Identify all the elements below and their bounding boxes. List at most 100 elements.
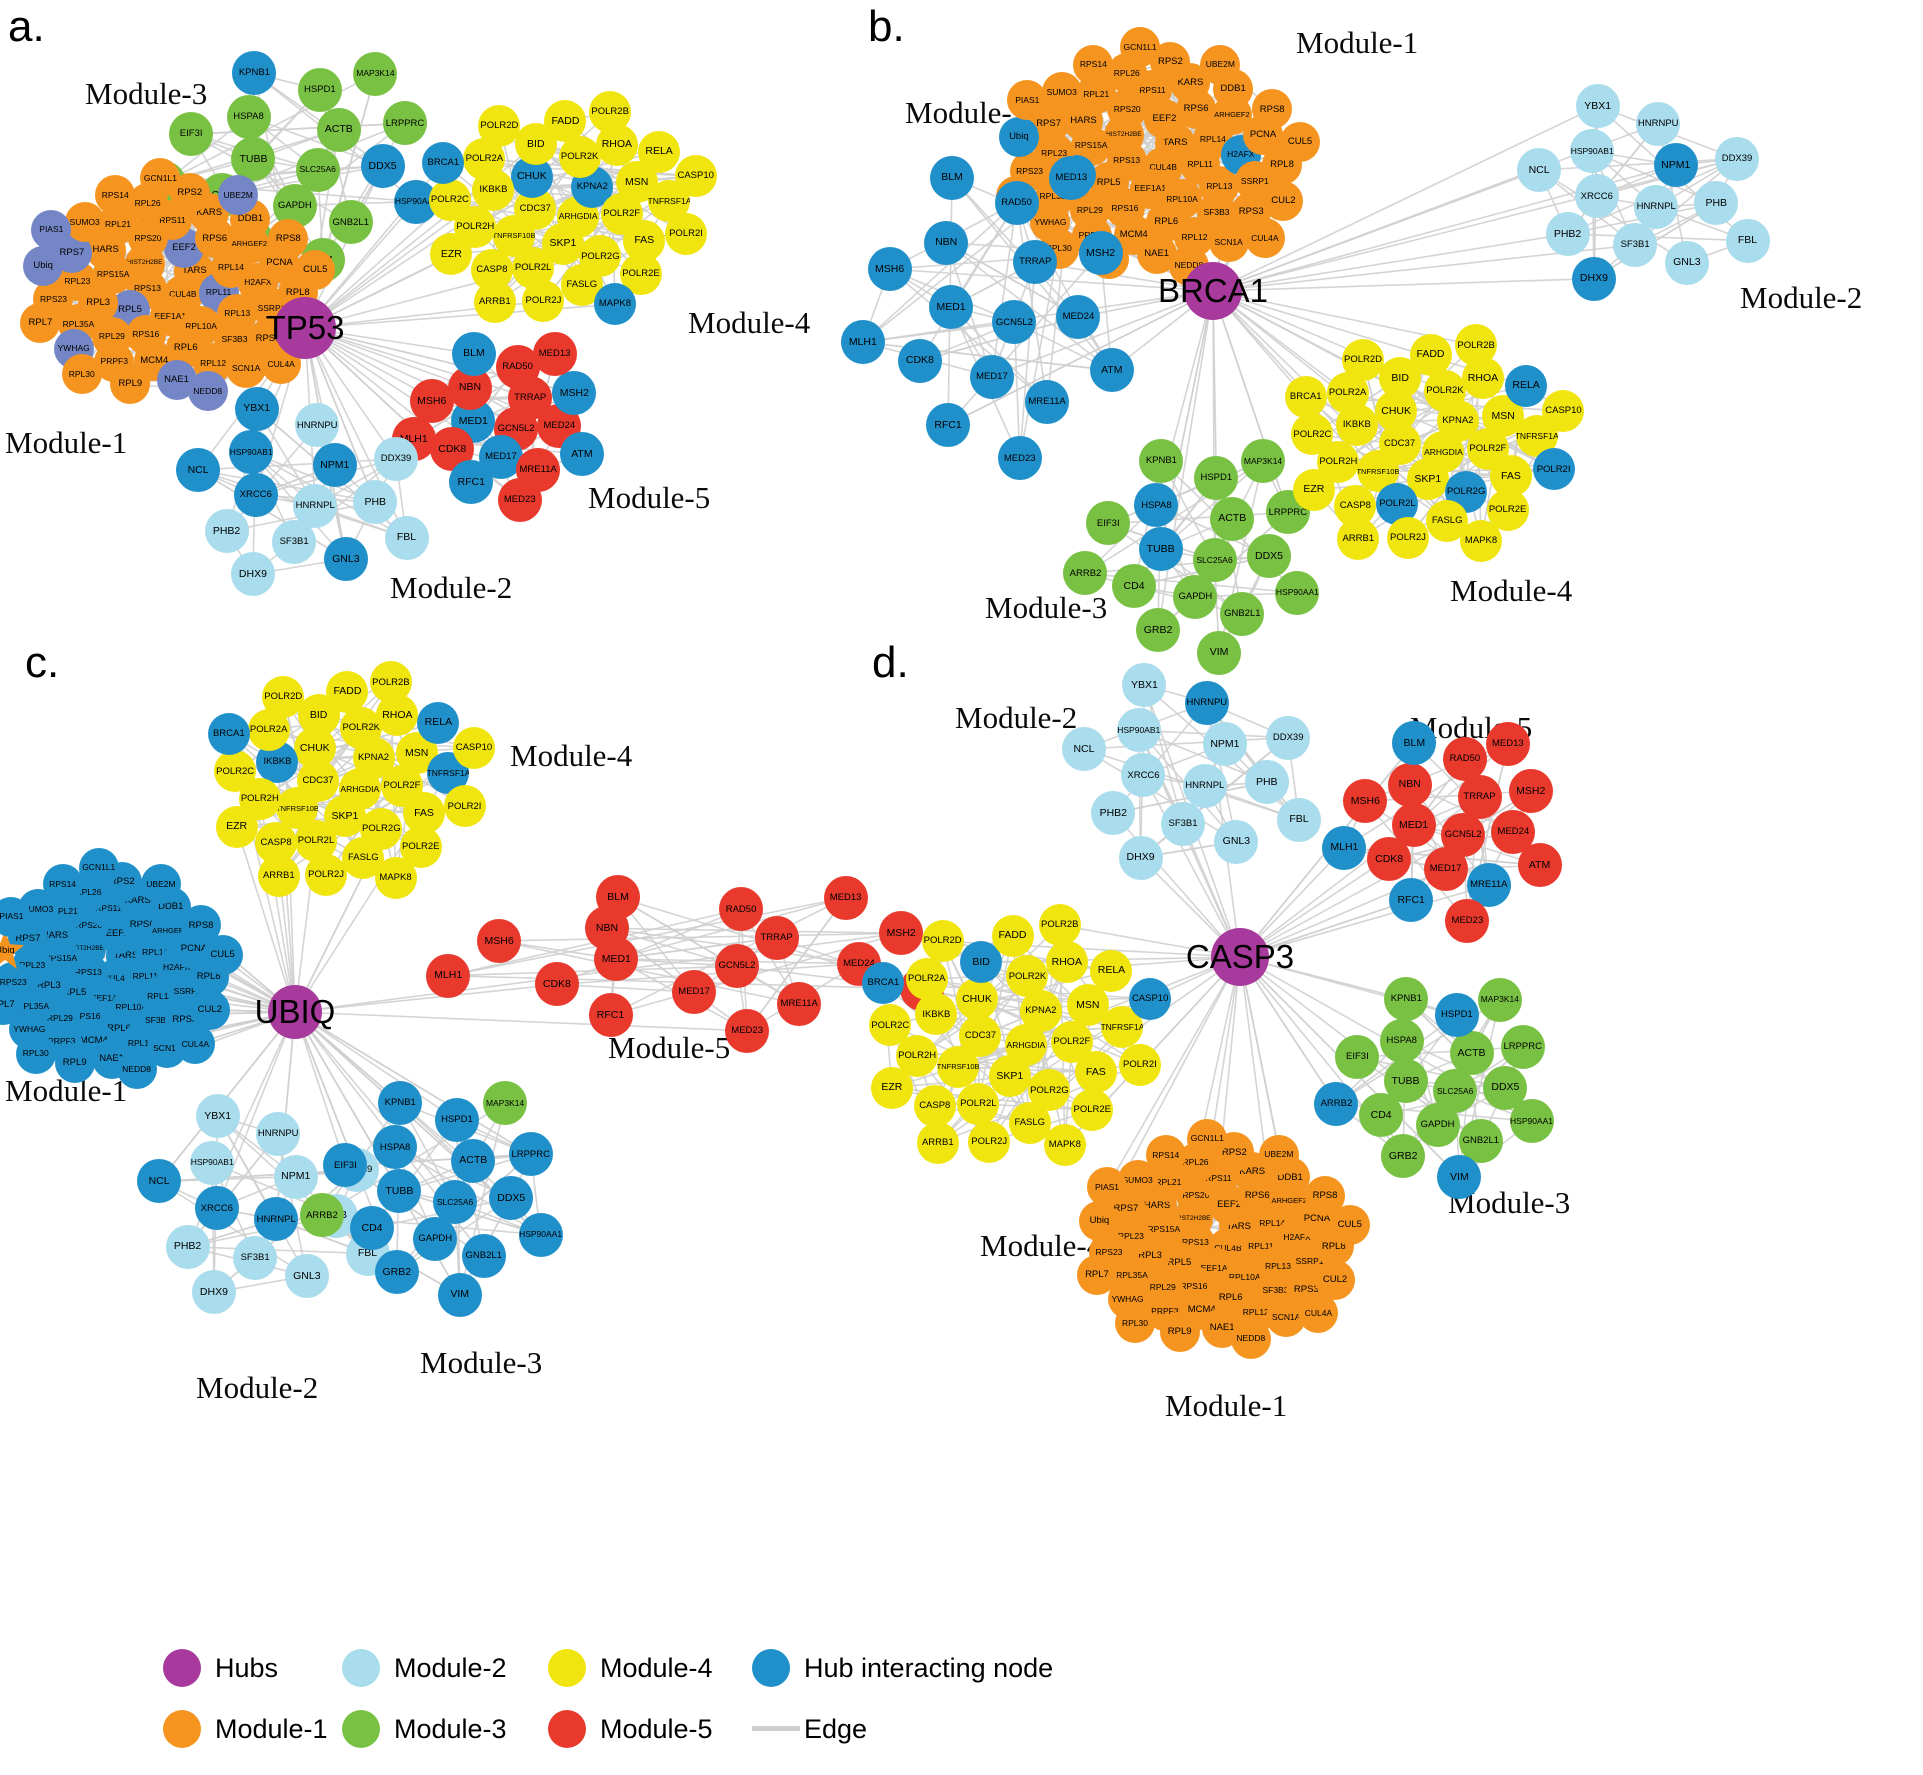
node-EIF3I[interactable]: EIF3I (323, 1143, 368, 1188)
node-CUL2[interactable]: CUL2 (1263, 181, 1304, 222)
node-VIM[interactable]: VIM (1437, 1155, 1482, 1200)
node-CASP10[interactable]: CASP10 (452, 726, 495, 769)
node-EZR[interactable]: EZR (215, 805, 258, 848)
node-ARRB2[interactable]: ARRB2 (1314, 1081, 1359, 1126)
node-MED17[interactable]: MED17 (1423, 847, 1468, 892)
node-MLH1[interactable]: MLH1 (426, 953, 471, 998)
node-LRPPRC[interactable]: LRPPRC (382, 101, 427, 146)
node-TRRAP[interactable]: TRRAP (1457, 774, 1502, 819)
node-EZR[interactable]: EZR (870, 1066, 913, 1109)
node-NEDD8[interactable]: NEDD8 (187, 370, 228, 411)
node-LRPPRC[interactable]: LRPPRC (508, 1132, 553, 1177)
node-MAP3K14[interactable]: MAP3K14 (1241, 439, 1286, 484)
node-NCL[interactable]: NCL (176, 447, 221, 492)
node-ARRB1[interactable]: ARRB1 (257, 854, 300, 897)
node-RPL7[interactable]: RPL7 (20, 302, 61, 343)
node-BLM[interactable]: BLM (596, 875, 641, 920)
node-RELA[interactable]: RELA (638, 130, 681, 173)
node-POLR2F[interactable]: POLR2F (1050, 1020, 1093, 1063)
node-GCN1L1[interactable]: GCN1L1 (140, 157, 181, 198)
node-BRCA1[interactable]: BRCA1 (422, 141, 465, 184)
node-POLR2E[interactable]: POLR2E (1071, 1089, 1114, 1132)
node-GCN5L2[interactable]: GCN5L2 (992, 300, 1037, 345)
node-Ubiq[interactable]: Ubiq (998, 117, 1039, 158)
node-KPNB1[interactable]: KPNB1 (1384, 977, 1429, 1022)
node-DHX9[interactable]: DHX9 (191, 1270, 236, 1315)
node-FBL[interactable]: FBL (384, 515, 429, 560)
node-DDX39[interactable]: DDX39 (1715, 136, 1760, 181)
node-SLC25A6[interactable]: SLC25A6 (433, 1179, 478, 1224)
node-POLR2A[interactable]: POLR2A (905, 957, 948, 1000)
node-MED17[interactable]: MED17 (672, 969, 717, 1014)
node-POLR2C[interactable]: POLR2C (214, 750, 257, 793)
node-BRCA1[interactable]: BRCA1 (862, 962, 905, 1005)
node-MAP3K14[interactable]: MAP3K14 (353, 51, 398, 96)
node-MED13[interactable]: MED13 (823, 875, 868, 920)
node-CD4[interactable]: CD4 (350, 1206, 395, 1251)
node-HSPD1[interactable]: HSPD1 (297, 67, 342, 112)
node-DDX5[interactable]: DDX5 (1247, 534, 1292, 579)
node-LRPPRC[interactable]: LRPPRC (1265, 490, 1310, 535)
node-HSPA8[interactable]: HSPA8 (226, 94, 271, 139)
node-BRCA1[interactable]: BRCA1 (207, 712, 250, 755)
node-HSP90AB1[interactable]: HSP90AB1 (1116, 708, 1161, 753)
node-HSP90AA1[interactable]: HSP90AA1 (518, 1212, 563, 1257)
node-SCN1A[interactable]: SCN1A (226, 348, 267, 389)
node-BLM[interactable]: BLM (451, 331, 496, 376)
node-NCL[interactable]: NCL (1061, 726, 1106, 771)
node-HSP90AB1[interactable]: HSP90AB1 (1570, 129, 1615, 174)
node-MED24[interactable]: MED24 (1056, 294, 1101, 339)
node-RPL7[interactable]: RPL7 (1076, 1254, 1117, 1295)
node-RPL30[interactable]: RPL30 (1114, 1302, 1155, 1343)
node-PHB[interactable]: PHB (1694, 181, 1739, 226)
node-MSH2[interactable]: MSH2 (1508, 769, 1553, 813)
node-POLR2J[interactable]: POLR2J (305, 853, 348, 896)
node-SKP1[interactable]: SKP1 (988, 1054, 1031, 1097)
node-DDX5[interactable]: DDX5 (360, 143, 405, 188)
node-NCL[interactable]: NCL (137, 1159, 182, 1204)
node-NEDD8[interactable]: NEDD8 (116, 1049, 157, 1090)
node-RELA[interactable]: RELA (1505, 364, 1548, 407)
node-PHB2[interactable]: PHB2 (165, 1224, 210, 1269)
node-RPS14[interactable]: RPS14 (42, 864, 83, 905)
node-CUL4A[interactable]: CUL4A (1298, 1293, 1339, 1334)
node-RPL9[interactable]: RPL9 (110, 364, 151, 405)
node-RPL30[interactable]: RPL30 (15, 1033, 56, 1074)
node-CUL2[interactable]: CUL2 (1315, 1259, 1356, 1300)
node-BLM[interactable]: BLM (1392, 721, 1437, 766)
hub-TP53[interactable] (274, 297, 336, 359)
node-MED23[interactable]: MED23 (1445, 899, 1490, 944)
node-NPM1[interactable]: NPM1 (1653, 143, 1698, 188)
node-Ubiq[interactable]: Ubiq (23, 245, 64, 286)
node-POLR2D[interactable]: POLR2D (1342, 338, 1384, 381)
node-XRCC6[interactable]: XRCC6 (233, 473, 278, 518)
node-CUL5[interactable]: CUL5 (295, 250, 336, 291)
node-EIF3I[interactable]: EIF3I (1335, 1035, 1380, 1080)
node-CASP8[interactable]: CASP8 (913, 1085, 956, 1128)
node-CUL5[interactable]: CUL5 (202, 935, 243, 976)
node-XRCC6[interactable]: XRCC6 (1574, 174, 1619, 219)
node-POLR2J[interactable]: POLR2J (522, 280, 565, 323)
node-PIAS1[interactable]: PIAS1 (1007, 79, 1048, 120)
node-CHUK[interactable]: CHUK (955, 978, 998, 1021)
node-VIM[interactable]: VIM (437, 1272, 482, 1317)
node-TNFRSF10B[interactable]: TNFRSF10B (937, 1045, 980, 1088)
node-MED17[interactable]: MED17 (969, 354, 1014, 399)
node-UBE2M[interactable]: UBE2M (140, 863, 181, 904)
node-MLH1[interactable]: MLH1 (1322, 825, 1367, 870)
node-GRB2[interactable]: GRB2 (1381, 1133, 1426, 1178)
node-CDK8[interactable]: CDK8 (534, 962, 579, 1007)
node-POLR2D[interactable]: POLR2D (921, 920, 964, 963)
node-MSH6[interactable]: MSH6 (1343, 779, 1388, 824)
node-MSH6[interactable]: MSH6 (477, 918, 522, 963)
node-POLR2I[interactable]: POLR2I (665, 213, 707, 256)
node-POLR2K[interactable]: POLR2K (558, 135, 601, 178)
node-GNB2L1[interactable]: GNB2L1 (461, 1234, 506, 1279)
node-POLR2B[interactable]: POLR2B (1038, 904, 1081, 947)
node-RFC1[interactable]: RFC1 (1389, 877, 1434, 922)
node-UBE2M[interactable]: UBE2M (218, 175, 259, 215)
node-NBN[interactable]: NBN (924, 220, 969, 265)
node-POLR2C[interactable]: POLR2C (869, 1004, 912, 1047)
node-RPS14[interactable]: RPS14 (1073, 44, 1114, 85)
node-EIF3I[interactable]: EIF3I (169, 112, 214, 157)
